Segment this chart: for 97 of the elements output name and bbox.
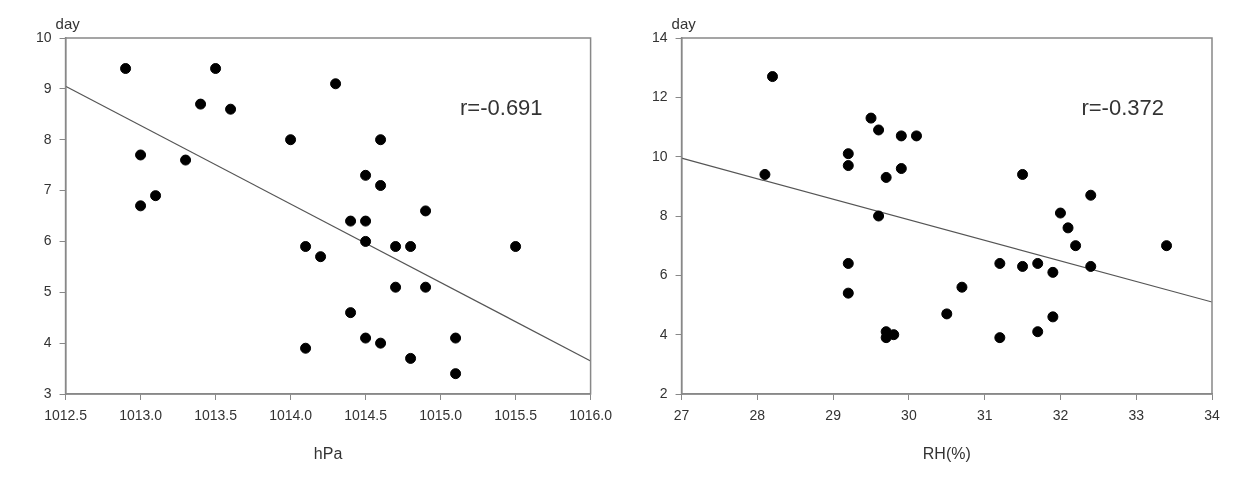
y-tick-label: 4: [43, 334, 52, 350]
point: [450, 368, 462, 380]
y-tick-label: 9: [43, 79, 52, 96]
point: [842, 287, 854, 299]
point: [315, 251, 327, 263]
y-tick-label: 12: [651, 88, 668, 105]
point: [873, 124, 885, 136]
point: [842, 160, 854, 172]
point: [360, 235, 372, 247]
point: [375, 179, 387, 191]
point: [330, 78, 342, 90]
point: [195, 98, 207, 110]
x-tick-label: 1013.0: [119, 407, 163, 424]
y-tick-label: 3: [43, 384, 52, 401]
point: [1047, 311, 1059, 323]
point: [1032, 257, 1044, 269]
point: [842, 148, 854, 160]
point: [895, 163, 907, 175]
point: [450, 332, 462, 344]
point: [375, 134, 387, 146]
x-tick-label: 34: [1204, 407, 1220, 424]
point: [873, 210, 885, 222]
x-tick-label: 1014.0: [269, 407, 313, 424]
point: [994, 257, 1006, 269]
x-tick-label: 1016.0: [569, 407, 613, 424]
point: [135, 200, 147, 212]
point: [880, 171, 892, 183]
point: [120, 63, 132, 75]
point: [1054, 207, 1066, 219]
annotation: r=-0.372: [1081, 95, 1164, 121]
point: [405, 241, 417, 253]
x-tick-label: 30: [901, 407, 917, 424]
point: [135, 149, 147, 161]
y-tick-label: 2: [659, 384, 668, 401]
x-tick-label: 27: [673, 407, 690, 424]
x-axis-title: RH(%): [922, 444, 971, 462]
point: [300, 342, 312, 354]
point: [956, 281, 968, 293]
x-tick-label: 1013.5: [194, 407, 238, 424]
point: [420, 205, 432, 217]
y-tick-label: 10: [35, 28, 52, 45]
y-tick-label: 8: [43, 130, 52, 147]
y-tick-label: 10: [651, 147, 668, 164]
point: [405, 352, 417, 364]
point: [390, 241, 402, 253]
x-tick-label: 1015.5: [494, 407, 538, 424]
point: [360, 169, 372, 181]
point: [1032, 326, 1044, 338]
point: [842, 257, 854, 269]
point: [759, 168, 771, 180]
y-tick-label: 14: [651, 28, 668, 45]
point: [1070, 240, 1082, 252]
x-tick-label: 1014.5: [344, 407, 388, 424]
point: [300, 241, 312, 253]
point: [767, 71, 778, 83]
y-tick-label: 6: [659, 266, 668, 283]
point: [1161, 240, 1173, 252]
point: [1017, 168, 1029, 180]
x-tick-label: 31: [976, 407, 993, 424]
x-tick-label: 1015.0: [419, 407, 463, 424]
y-tick-label: 6: [43, 232, 52, 249]
point: [994, 332, 1006, 344]
point: [1085, 189, 1097, 201]
point: [1085, 260, 1097, 272]
point: [941, 308, 953, 320]
x-tick-label: 32: [1052, 407, 1069, 424]
point: [345, 215, 357, 227]
point: [420, 281, 432, 293]
point: [285, 134, 297, 146]
point: [360, 215, 372, 227]
y-axis-title: day: [55, 14, 81, 32]
point: [180, 154, 192, 166]
x-tick-label: 1012.5: [44, 407, 88, 424]
point: [360, 332, 372, 344]
point: [1047, 266, 1059, 278]
point: [225, 103, 237, 115]
y-tick-label: 4: [659, 325, 668, 342]
x-axis-title: hPa: [313, 444, 343, 462]
y-tick-label: 8: [659, 206, 668, 223]
point: [390, 281, 402, 293]
point: [345, 307, 357, 319]
point: [895, 130, 907, 142]
annotation: r=-0.691: [460, 95, 543, 121]
point: [1017, 260, 1029, 272]
point: [150, 190, 162, 202]
point: [375, 337, 387, 349]
x-tick-label: 29: [825, 407, 842, 424]
point: [510, 241, 522, 253]
x-tick-label: 33: [1128, 407, 1145, 424]
y-tick-label: 5: [43, 283, 52, 300]
point: [865, 112, 877, 124]
y-tick-label: 7: [43, 181, 52, 198]
point: [1062, 222, 1074, 234]
point: [210, 63, 222, 75]
x-tick-label: 28: [749, 407, 766, 424]
y-axis-title: day: [671, 14, 697, 32]
point: [910, 130, 922, 142]
